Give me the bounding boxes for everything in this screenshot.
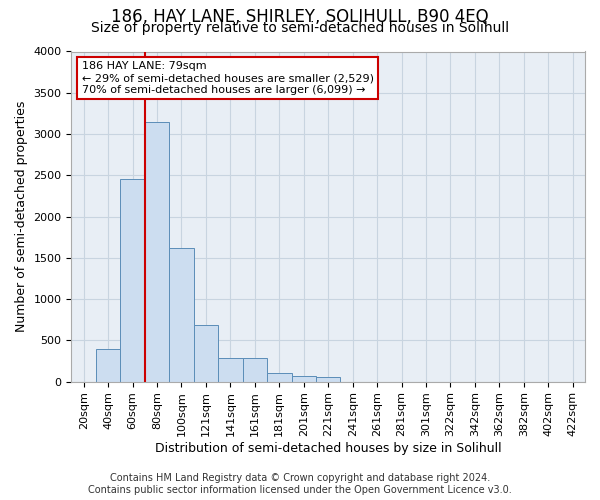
Text: 186 HAY LANE: 79sqm
← 29% of semi-detached houses are smaller (2,529)
70% of sem: 186 HAY LANE: 79sqm ← 29% of semi-detach… [82, 62, 374, 94]
Bar [267, 372, 292, 382]
Bar [169, 248, 194, 382]
Bar [96, 350, 121, 382]
Bar [194, 326, 218, 382]
Text: 186, HAY LANE, SHIRLEY, SOLIHULL, B90 4EQ: 186, HAY LANE, SHIRLEY, SOLIHULL, B90 4E… [111, 8, 489, 26]
Bar [145, 122, 169, 382]
Bar [242, 358, 267, 382]
Y-axis label: Number of semi-detached properties: Number of semi-detached properties [15, 101, 28, 332]
Bar [218, 358, 242, 382]
Bar [121, 180, 145, 382]
X-axis label: Distribution of semi-detached houses by size in Solihull: Distribution of semi-detached houses by … [155, 442, 502, 455]
Bar [316, 376, 340, 382]
Text: Size of property relative to semi-detached houses in Solihull: Size of property relative to semi-detach… [91, 21, 509, 35]
Bar [292, 376, 316, 382]
Text: Contains HM Land Registry data © Crown copyright and database right 2024.
Contai: Contains HM Land Registry data © Crown c… [88, 474, 512, 495]
